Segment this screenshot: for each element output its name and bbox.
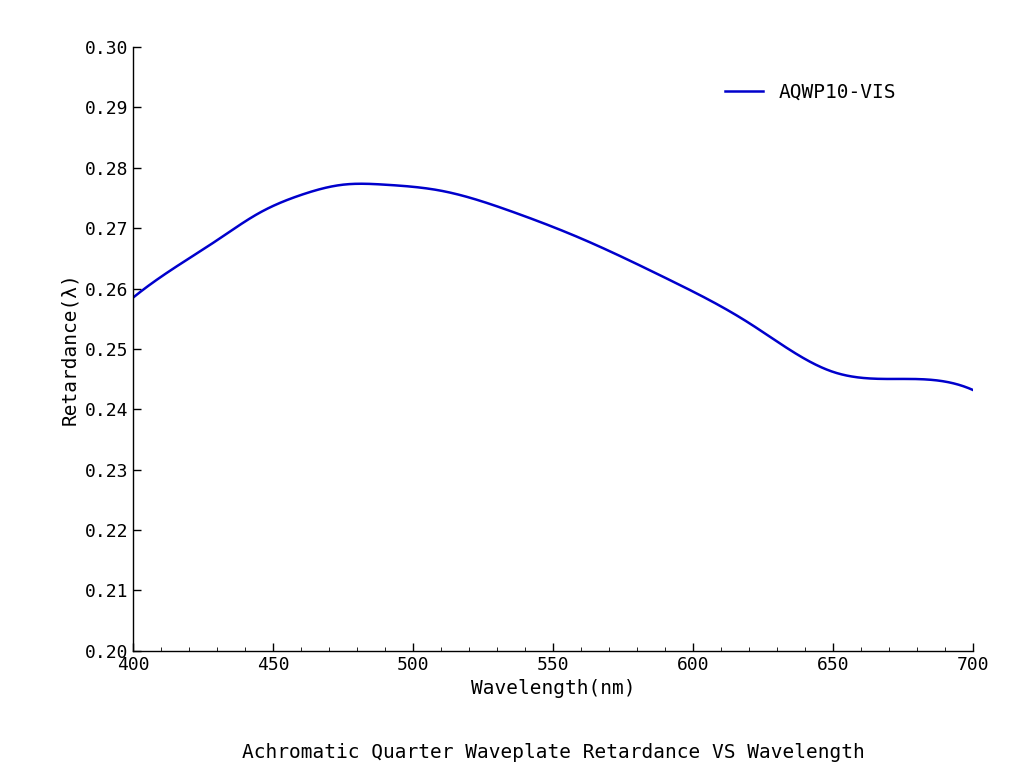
AQWP10-VIS [498,204,510,213]
AQWP10-VIS [127,293,139,303]
Legend: AQWP10-VIS: AQWP10-VIS [717,75,904,110]
AQWP10-VIS [213,234,225,244]
AQWP10-VIS [467,194,479,204]
AQWP10-VIS [967,385,979,394]
AQWP10-VIS [354,179,367,188]
AQWP10-VIS [782,344,795,354]
AQWP10-VIS [705,296,717,306]
Line: AQWP10-VIS: AQWP10-VIS [133,183,973,390]
AQWP10-VIS [798,354,810,363]
X-axis label: Wavelength(nm): Wavelength(nm) [471,679,635,698]
Y-axis label: Retardance(λ): Retardance(λ) [60,273,79,425]
Text: Achromatic Quarter Waveplate Retardance VS Wavelength: Achromatic Quarter Waveplate Retardance … [242,743,864,762]
